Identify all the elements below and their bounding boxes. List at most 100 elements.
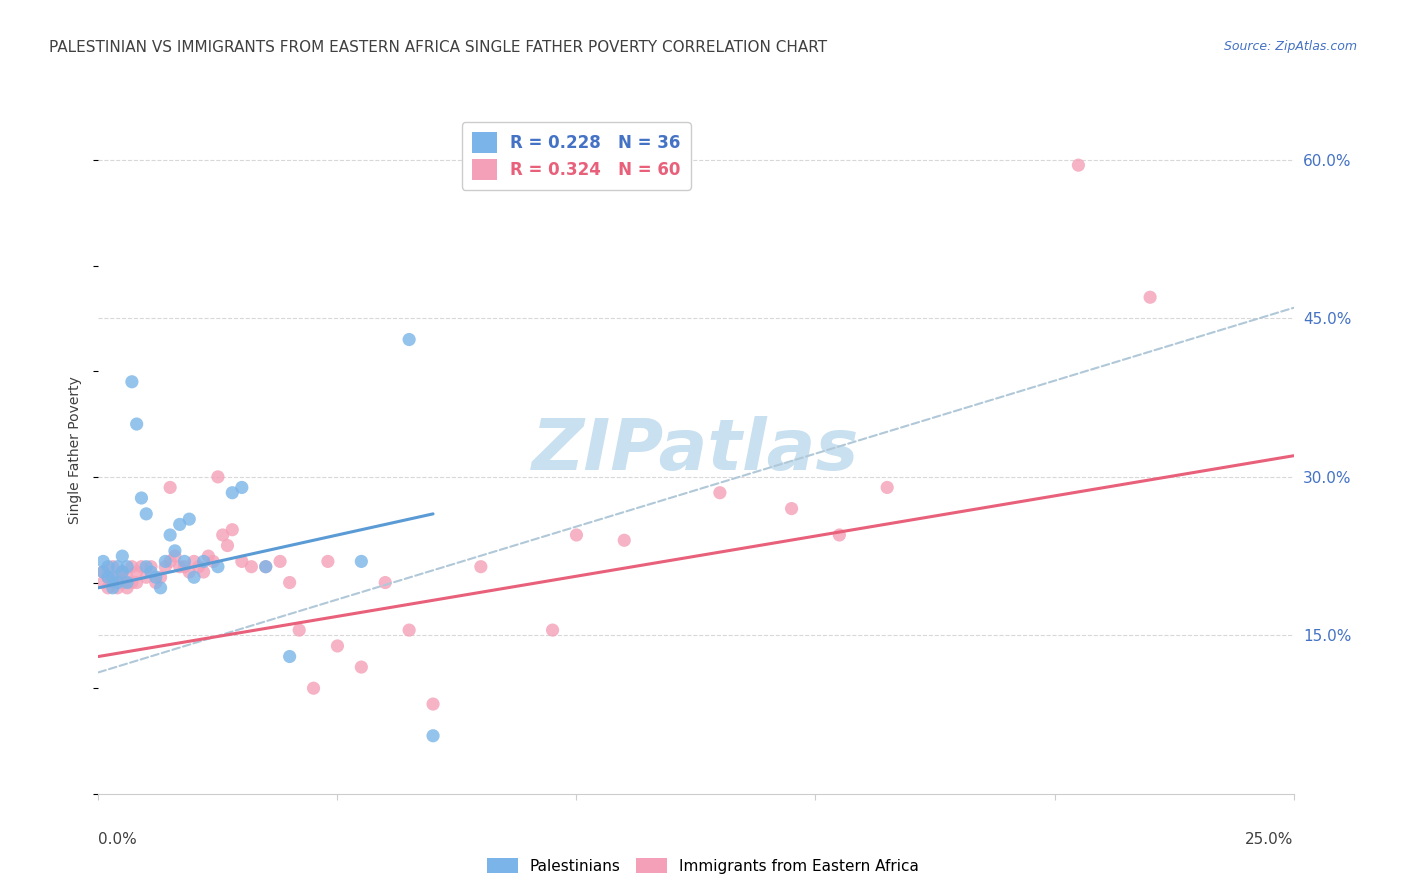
Point [1067,158,1090,172]
Point [139,559,162,574]
Point [155,559,177,574]
Text: ZIPatlas: ZIPatlas [533,416,859,485]
Point [231,554,253,568]
Point [169,517,191,532]
Point [163,544,186,558]
Point [115,570,138,584]
Point [91,575,114,590]
Point [97,570,120,584]
Point [125,575,148,590]
Point [302,681,325,696]
Point [107,581,129,595]
Point [97,559,120,574]
Point [149,570,172,584]
Point [173,559,195,574]
Point [398,623,420,637]
Legend: R = 0.228   N = 36, R = 0.324   N = 60: R = 0.228 N = 36, R = 0.324 N = 60 [463,122,690,190]
Text: 25.0%: 25.0% [1246,831,1294,847]
Point [350,554,373,568]
Point [217,539,239,553]
Point [709,485,731,500]
Point [111,549,134,563]
Point [470,559,492,574]
Legend: Palestinians, Immigrants from Eastern Africa: Palestinians, Immigrants from Eastern Af… [481,852,925,880]
Point [350,660,373,674]
Point [240,559,263,574]
Point [207,559,229,574]
Point [145,570,167,584]
Point [613,533,636,548]
Point [202,554,225,568]
Point [326,639,349,653]
Point [97,570,120,584]
Point [179,565,201,579]
Point [121,559,143,574]
Point [876,480,898,494]
Point [135,570,157,584]
Y-axis label: Single Father Poverty: Single Father Poverty [69,376,83,524]
Point [221,523,243,537]
Point [422,697,444,711]
Point [155,554,177,568]
Point [115,559,138,574]
Point [121,375,143,389]
Point [159,480,181,494]
Point [97,581,120,595]
Point [91,565,114,579]
Point [135,507,157,521]
Point [231,480,253,494]
Point [269,554,291,568]
Point [179,512,201,526]
Point [207,470,229,484]
Point [187,559,209,574]
Point [1139,290,1161,304]
Point [139,565,162,579]
Point [91,565,114,579]
Point [107,570,129,584]
Point [107,575,129,590]
Text: Source: ZipAtlas.com: Source: ZipAtlas.com [1223,40,1357,54]
Point [541,623,564,637]
Point [193,554,215,568]
Point [193,565,215,579]
Point [163,549,186,563]
Point [197,549,219,563]
Point [101,575,124,590]
Point [316,554,339,568]
Text: 0.0%: 0.0% [98,831,138,847]
Point [288,623,311,637]
Point [115,575,138,590]
Point [183,570,205,584]
Point [135,559,157,574]
Point [149,581,172,595]
Point [101,559,124,574]
Point [278,649,301,664]
Text: PALESTINIAN VS IMMIGRANTS FROM EASTERN AFRICA SINGLE FATHER POVERTY CORRELATION : PALESTINIAN VS IMMIGRANTS FROM EASTERN A… [49,40,827,55]
Point [125,565,148,579]
Point [221,485,243,500]
Point [125,417,148,431]
Point [183,554,205,568]
Point [101,570,124,584]
Point [211,528,233,542]
Point [111,575,134,590]
Point [131,559,153,574]
Point [111,565,134,579]
Point [121,575,143,590]
Point [173,554,195,568]
Point [398,333,420,347]
Point [780,501,803,516]
Point [565,528,588,542]
Point [91,554,114,568]
Point [159,554,181,568]
Point [254,559,277,574]
Point [111,565,134,579]
Point [828,528,851,542]
Point [422,729,444,743]
Point [101,581,124,595]
Point [169,559,191,574]
Point [115,581,138,595]
Point [254,559,277,574]
Point [107,559,129,574]
Point [278,575,301,590]
